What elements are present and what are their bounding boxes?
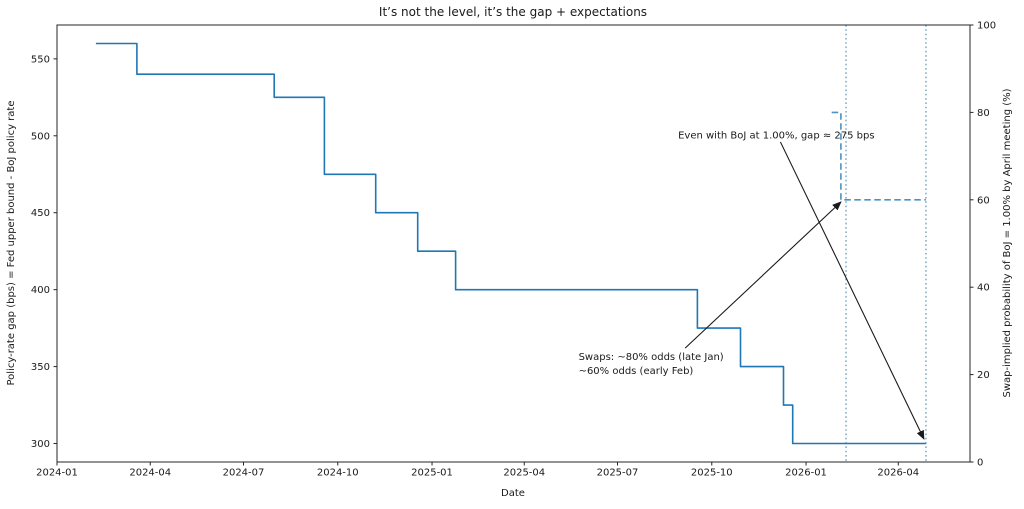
x-axis-label: Date [501, 488, 525, 499]
x-tick-label: 2025-04 [503, 468, 545, 479]
swaps-note-arrow [684, 201, 842, 349]
gap-note-arrow [779, 141, 925, 440]
x-tick-label: 2024-01 [36, 468, 78, 479]
axes-spines [56, 24, 971, 463]
x-tick-label: 2026-01 [785, 468, 827, 479]
x-tick-label: 2026-04 [877, 468, 919, 479]
left-y-tick-label: 300 [31, 439, 50, 450]
swaps-note-text: Swaps: ~80% odds (late Jan) [579, 352, 724, 363]
left-y-tick-label: 500 [31, 131, 50, 142]
right-y-tick-label: 60 [977, 195, 990, 206]
right-y-tick-label: 20 [977, 370, 990, 381]
x-tick-label: 2024-07 [223, 468, 265, 479]
right-y-tick-label: 40 [977, 283, 990, 294]
right-y-axis-label: Swap-implied probability of BoJ = 1.00% … [1002, 88, 1013, 397]
left-y-tick-label: 450 [31, 208, 50, 219]
right-y-tick-label: 100 [977, 21, 996, 32]
left-y-tick-label: 400 [31, 285, 50, 296]
chart-title: It’s not the level, it’s the gap + expec… [379, 5, 647, 19]
series-policy-rate-gap-bps [95, 42, 926, 445]
right-y-tick-label: 0 [977, 458, 983, 469]
right-y-tick-label: 80 [977, 108, 990, 119]
series-swap-implied-probability-pct [831, 111, 926, 201]
plot-area: 2024-01 2024-04 2024-07 2024-10 2025-01 2025-… [31, 21, 996, 479]
x-tick-label: 2025-07 [597, 468, 639, 479]
x-tick-label: 2025-01 [411, 468, 453, 479]
left-y-axis-label: Policy-rate gap (bps) = Fed upper bound … [6, 101, 17, 386]
x-tick-label: 2025-10 [691, 468, 733, 479]
left-y-tick-label: 350 [31, 362, 50, 373]
gap-note-text: Even with BoJ at 1.00%, gap ≈ 275 bps [678, 131, 875, 142]
swaps-note-text: ~60% odds (early Feb) [579, 366, 694, 377]
left-y-tick-label: 550 [31, 54, 50, 65]
x-tick-label: 2024-04 [129, 468, 171, 479]
x-tick-label: 2024-10 [317, 468, 359, 479]
